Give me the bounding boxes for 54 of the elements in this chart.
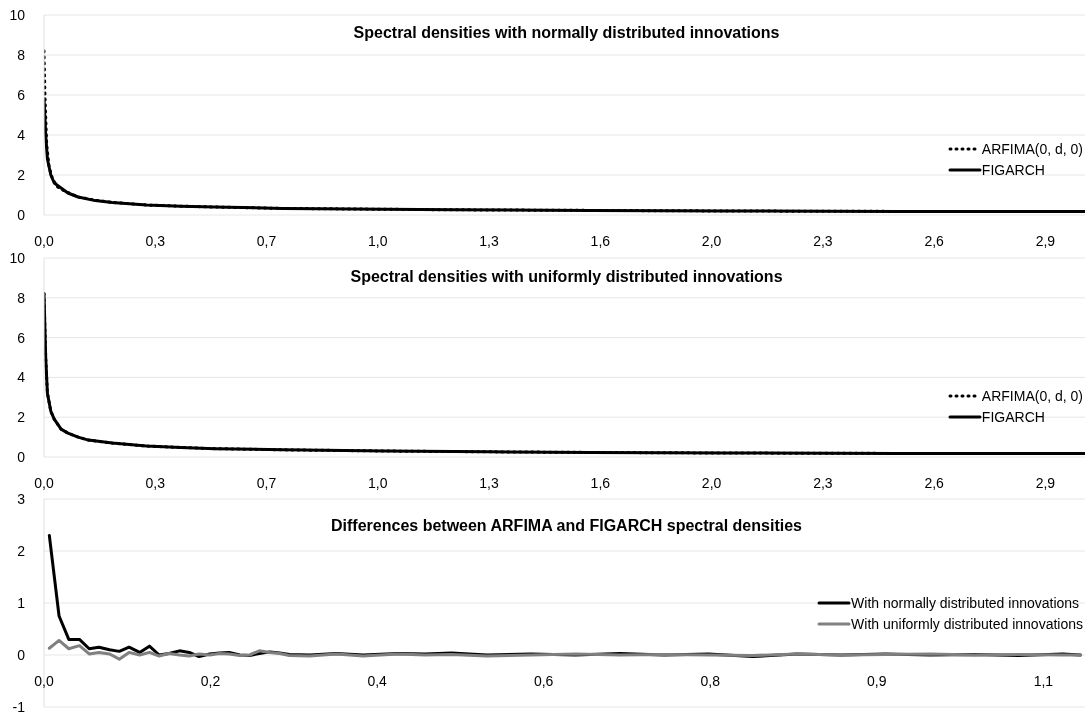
x-tick-label: 2,3 bbox=[813, 233, 833, 249]
line-series bbox=[47, 638, 1083, 661]
legend-label: With normally distributed innovations bbox=[851, 594, 1080, 611]
y-tick-label: 0 bbox=[17, 206, 26, 223]
x-tick-label: 2,9 bbox=[1035, 475, 1056, 491]
y-tick-label: 6 bbox=[17, 86, 26, 103]
x-tick-label: 0,2 bbox=[200, 673, 221, 689]
y-tick-label: 4 bbox=[17, 369, 26, 386]
legend-label: With uniformly distributed innovations bbox=[851, 615, 1083, 632]
x-tick-label: 2,3 bbox=[813, 475, 833, 491]
x-tick-label: 1,3 bbox=[479, 475, 500, 491]
y-tick-label: -1 bbox=[12, 698, 26, 715]
y-tick-label: 1 bbox=[17, 594, 26, 611]
x-tick-label: 0,9 bbox=[867, 673, 887, 689]
y-tick-label: 8 bbox=[17, 46, 26, 63]
x-tick-label: 1,3 bbox=[479, 233, 500, 249]
legend-label: ARFIMA(0, d, 0) bbox=[981, 387, 1083, 404]
legend-label: FIGARCH bbox=[981, 408, 1045, 425]
x-tick-label: 1,0 bbox=[368, 233, 388, 249]
x-tick-label: 1,6 bbox=[590, 475, 611, 491]
x-tick-label: 0,7 bbox=[256, 233, 277, 249]
y-tick-label: 0 bbox=[17, 448, 26, 465]
y-tick-label: 4 bbox=[17, 126, 26, 143]
legend-label: ARFIMA(0, d, 0) bbox=[981, 140, 1083, 157]
x-tick-label: 1,6 bbox=[590, 233, 611, 249]
x-tick-label: 2,0 bbox=[701, 475, 722, 491]
x-tick-label: 0,0 bbox=[34, 233, 54, 249]
y-tick-label: 2 bbox=[17, 409, 26, 426]
y-tick-label: 3 bbox=[17, 490, 26, 507]
x-tick-label: 0,0 bbox=[34, 673, 54, 689]
x-tick-label: 0,8 bbox=[700, 673, 721, 689]
x-tick-label: 1,0 bbox=[368, 475, 388, 491]
text: Spectral densities with normally distributed innovations bbox=[352, 24, 781, 42]
x-tick-label: 2,6 bbox=[924, 475, 945, 491]
y-tick-label: 10 bbox=[9, 249, 26, 266]
x-tick-label: 0,3 bbox=[145, 475, 166, 491]
text: Spectral densities with uniformly distributed innovations bbox=[349, 268, 784, 286]
x-tick-label: 2,9 bbox=[1035, 233, 1056, 249]
x-tick-label: 0,7 bbox=[256, 475, 277, 491]
x-tick-label: 0,3 bbox=[145, 233, 166, 249]
x-tick-label: 2,0 bbox=[701, 233, 722, 249]
y-tick-label: 2 bbox=[17, 542, 26, 559]
text: Differences between ARFIMA and FIGARCH spectral densities bbox=[330, 517, 803, 535]
y-tick-label: 10 bbox=[9, 6, 26, 23]
y-tick-label: 8 bbox=[17, 289, 26, 306]
x-tick-label: 1,1 bbox=[1033, 673, 1054, 689]
y-tick-label: 0 bbox=[17, 646, 26, 663]
x-tick-label: 0,6 bbox=[533, 673, 554, 689]
legend-label: FIGARCH bbox=[981, 161, 1045, 178]
y-tick-label: 2 bbox=[17, 166, 26, 183]
x-tick-label: 2,6 bbox=[924, 233, 945, 249]
x-tick-label: 0,0 bbox=[34, 475, 54, 491]
y-tick-label: 6 bbox=[17, 329, 26, 346]
x-tick-label: 0,4 bbox=[367, 673, 388, 689]
